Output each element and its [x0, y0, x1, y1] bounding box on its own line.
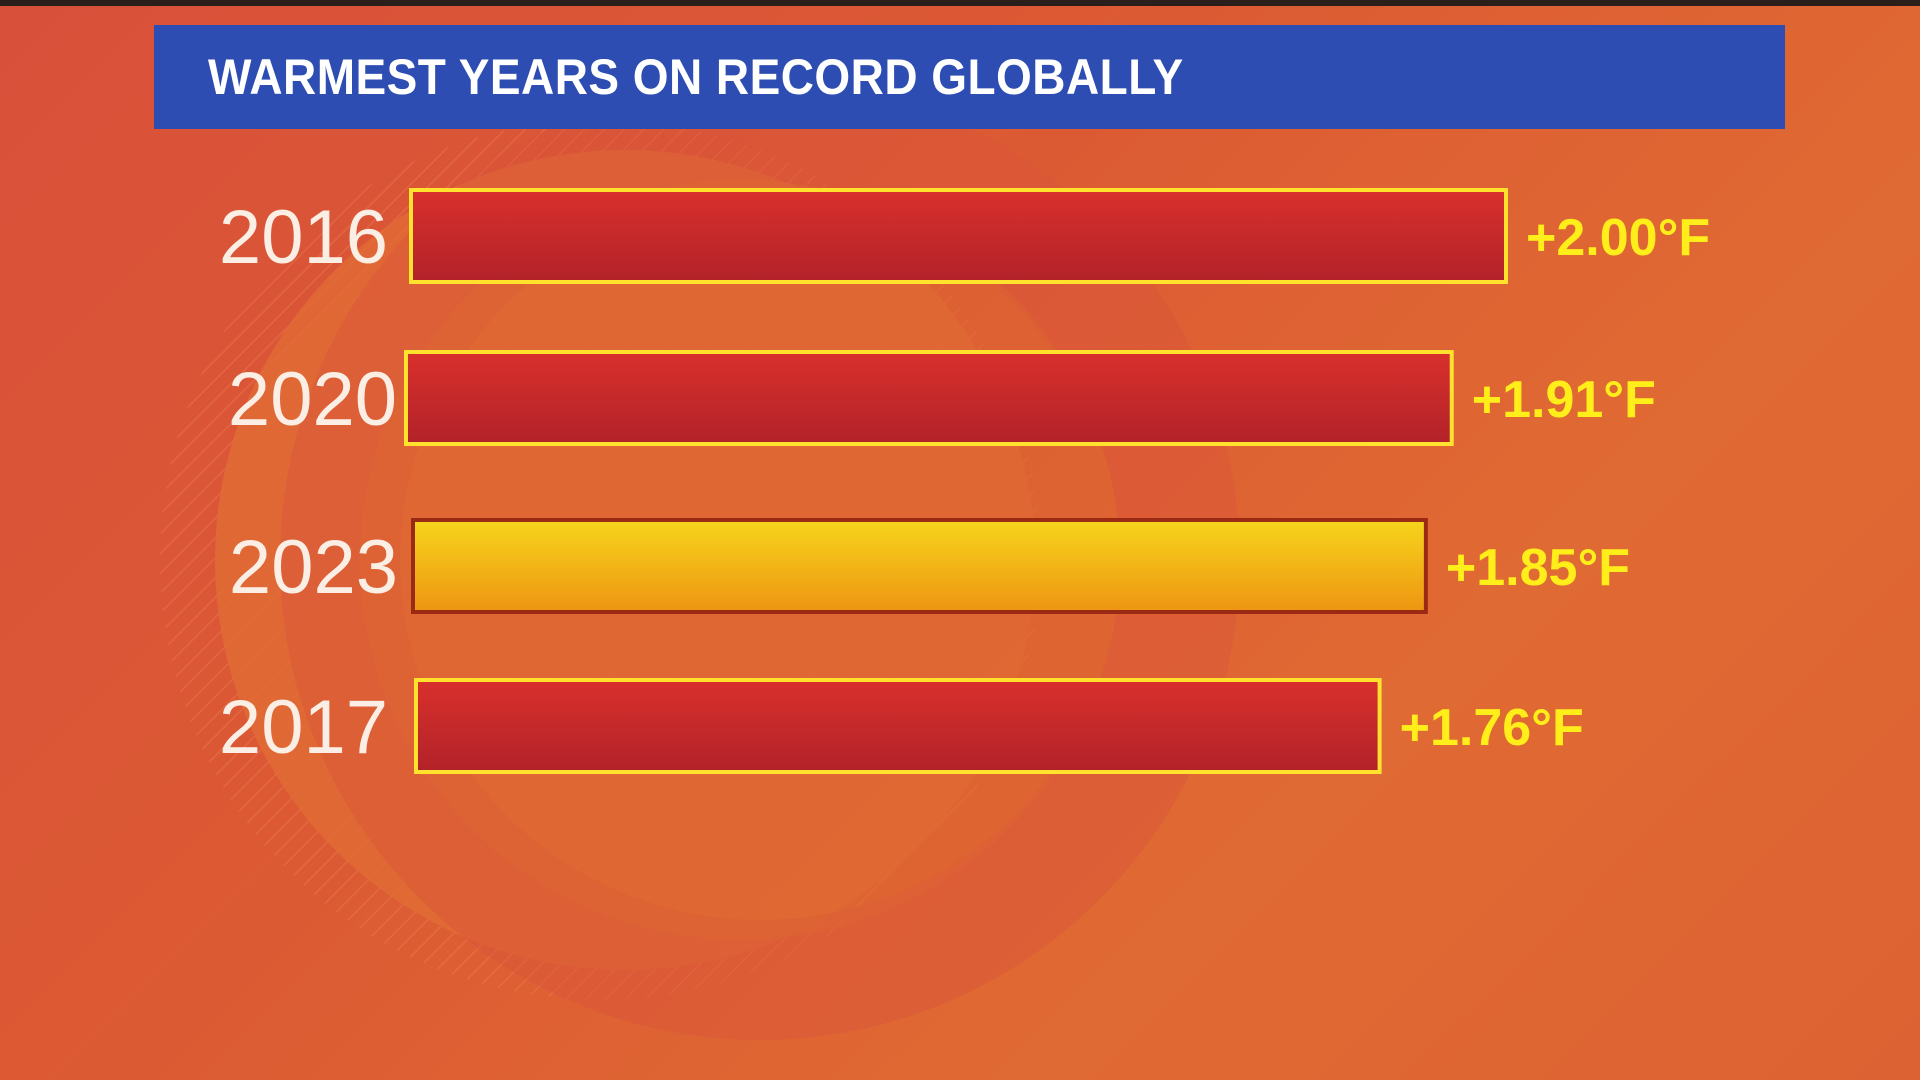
year-label-2023: 2023	[229, 525, 398, 610]
title-banner: WARMEST YEARS ON RECORD GLOBALLY	[154, 25, 1785, 129]
top-edge-strip	[0, 0, 1920, 6]
bar-2023	[411, 518, 1428, 614]
value-label-2016: +2.00°F	[1526, 209, 1710, 267]
bar-2020	[404, 350, 1454, 446]
year-label-2016: 2016	[219, 195, 388, 280]
year-label-2020: 2020	[228, 357, 397, 442]
value-label-2023: +1.85°F	[1446, 539, 1630, 597]
chart-title: WARMEST YEARS ON RECORD GLOBALLY	[208, 49, 1184, 105]
value-label-2017: +1.76°F	[1400, 699, 1584, 757]
bar-2017	[414, 678, 1382, 774]
year-label-2017: 2017	[219, 685, 388, 770]
value-label-2020: +1.91°F	[1472, 371, 1656, 429]
bar-2016	[409, 188, 1508, 284]
